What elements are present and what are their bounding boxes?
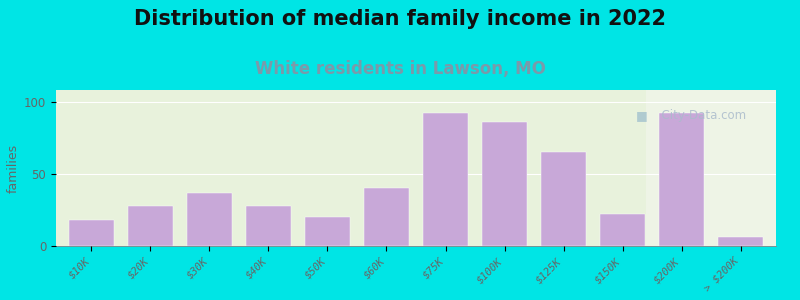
Bar (423, 113, 468, 246)
Bar (718, 237, 762, 246)
Bar (70, 220, 114, 246)
Bar (364, 188, 409, 246)
Bar (187, 193, 231, 246)
Bar (482, 122, 526, 246)
Bar (128, 206, 173, 246)
Bar (246, 206, 290, 246)
Bar (542, 152, 586, 246)
Text: City-Data.com: City-Data.com (654, 109, 746, 122)
Bar (601, 214, 645, 246)
Y-axis label: families: families (7, 143, 20, 193)
Text: Distribution of median family income in 2022: Distribution of median family income in … (134, 9, 666, 29)
Bar (306, 217, 350, 246)
Text: White residents in Lawson, MO: White residents in Lawson, MO (254, 60, 546, 78)
Bar (659, 113, 704, 246)
Text: ■: ■ (636, 109, 647, 122)
